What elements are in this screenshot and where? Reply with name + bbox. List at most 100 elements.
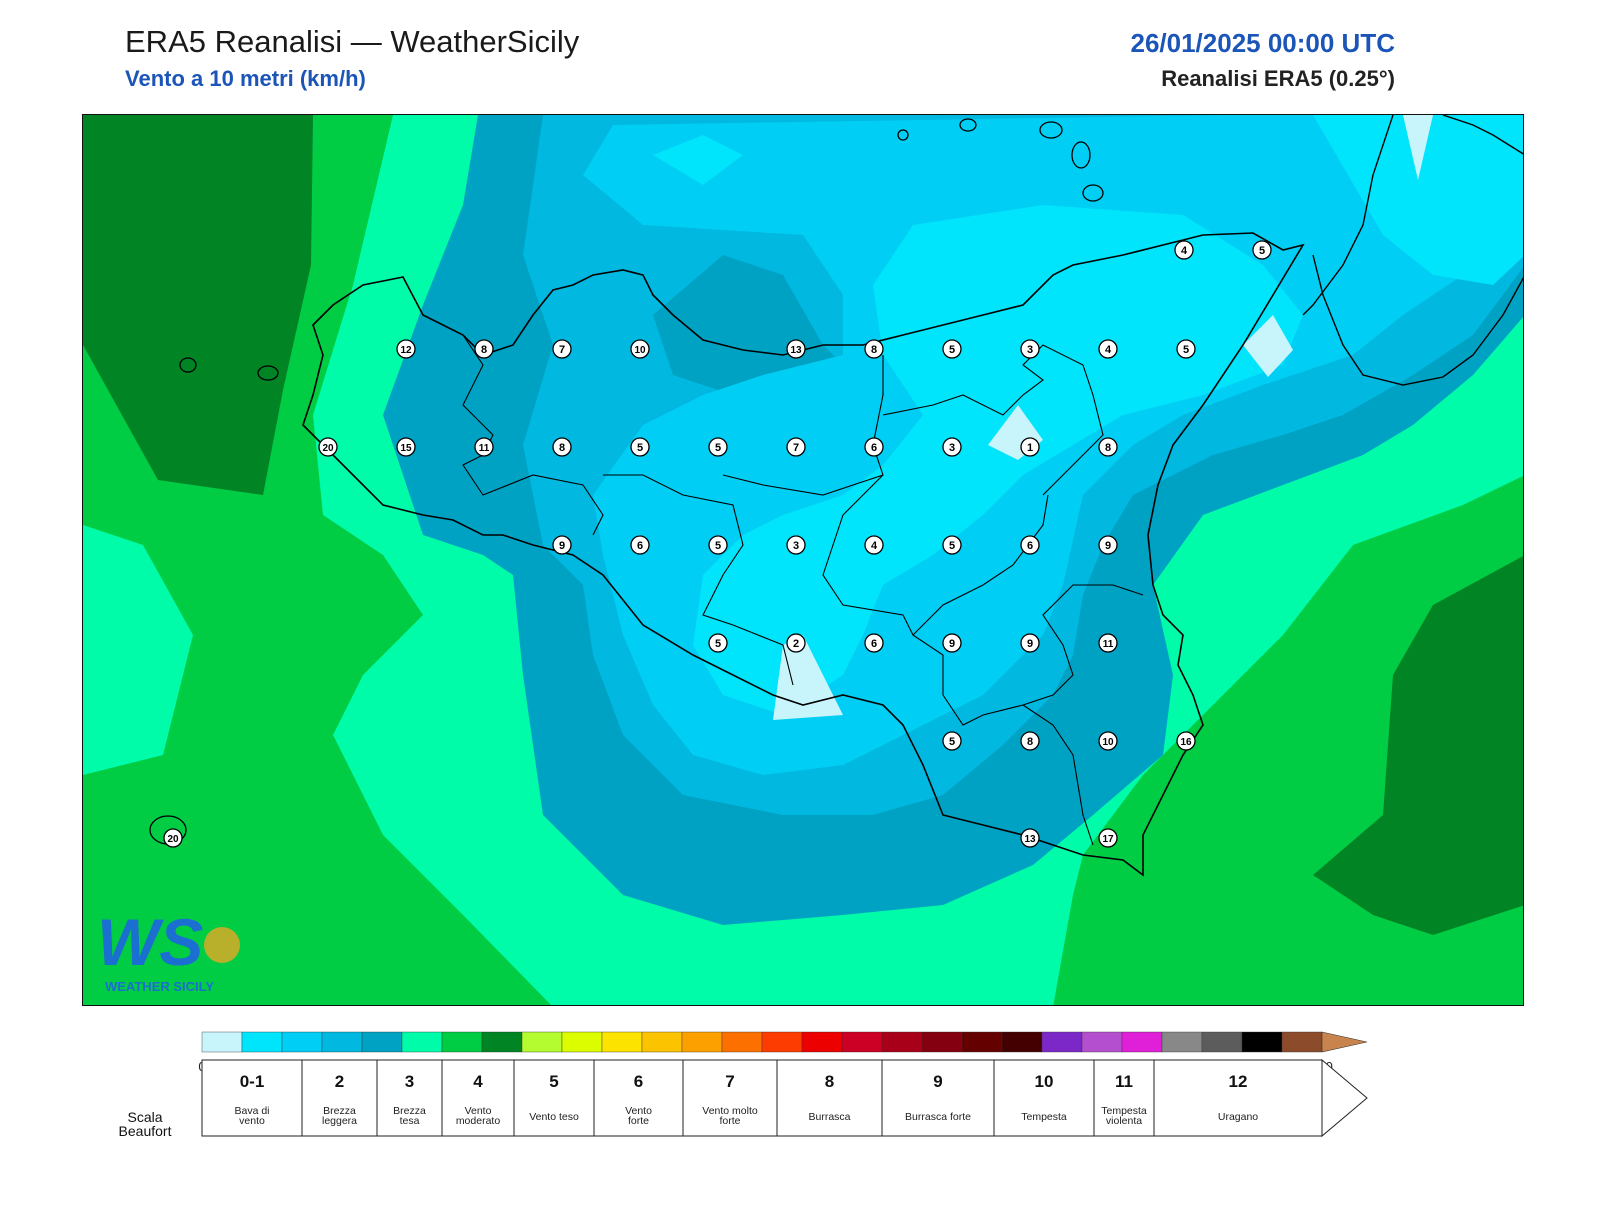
station-circle: [552, 535, 572, 555]
colorbar-segment: [401, 1031, 443, 1053]
station-value: 17: [1102, 834, 1114, 845]
station-value: 20: [322, 443, 334, 454]
beaufort-desc: forte: [719, 1115, 740, 1127]
station-marker: 11: [1098, 633, 1118, 653]
map-title: ERA5 Reanalisi — WeatherSicily: [125, 24, 580, 59]
beaufort-cell: [881, 1059, 995, 1137]
beaufort-cell: [441, 1059, 515, 1137]
colorbar-segment: [321, 1031, 363, 1053]
colorbar-segment: [921, 1031, 963, 1053]
station-value: 5: [715, 442, 721, 454]
station-marker: 16: [1176, 731, 1196, 751]
station-value: 20: [167, 834, 179, 845]
station-value: 8: [559, 442, 565, 454]
island-vulcano: [1082, 184, 1104, 202]
beaufort-desc: Bava di: [234, 1105, 269, 1117]
beaufort-number: 8: [825, 1072, 834, 1091]
wind-map[interactable]: 4 5 12 8 7 10 13 8 5 3 4 5 20 15 11 8 5 5 7 6 3 1 8 9 6 5 3 4 5 6 9 5 2 6…: [82, 114, 1524, 1006]
colorbar-segment: [881, 1031, 923, 1053]
wind-band-25-30-east: [1313, 556, 1523, 935]
station-marker: 5: [942, 731, 962, 751]
station-value: 5: [1259, 245, 1265, 257]
station-circle: [942, 339, 962, 359]
station-value: 6: [1027, 540, 1033, 552]
station-marker: 17: [1098, 828, 1118, 848]
station-marker: 5: [630, 437, 650, 457]
beaufort-desc: Brezza: [393, 1105, 426, 1117]
beaufort-desc: Vento: [625, 1105, 652, 1117]
station-circle: [864, 339, 884, 359]
station-value: 8: [871, 344, 877, 356]
colorbar-segment: [801, 1031, 843, 1053]
beaufort-number: 9: [933, 1072, 942, 1091]
island-filicudi: [959, 118, 977, 132]
station-circle: [1176, 339, 1196, 359]
colorbar-segment: [361, 1031, 403, 1053]
beaufort-label: Scala Beaufort: [118, 1109, 172, 1139]
station-circle: [942, 437, 962, 457]
beaufort-desc: Vento teso: [529, 1111, 579, 1123]
colorbar-segment: [841, 1031, 883, 1053]
station-marker: 9: [1098, 535, 1118, 555]
colorbar-segment: [281, 1031, 323, 1053]
station-value: 11: [1103, 639, 1114, 650]
station-value: 6: [871, 442, 877, 454]
beaufort-desc: Burrasca forte: [905, 1111, 971, 1123]
station-value: 9: [1027, 638, 1033, 650]
station-circle: [1098, 828, 1118, 848]
station-marker: 4: [1174, 240, 1194, 260]
station-value: 11: [479, 443, 490, 454]
beaufort-cell: [776, 1059, 883, 1137]
station-circle: [630, 437, 650, 457]
colorbar-segment: [761, 1031, 803, 1053]
station-marker: 5: [1252, 240, 1272, 260]
beaufort-number: 2: [335, 1072, 344, 1091]
station-value: 5: [715, 540, 721, 552]
colorbar-segment: [241, 1031, 283, 1053]
province-border: [603, 474, 794, 686]
weathersicily-logo: WS WEATHER SICILY: [97, 905, 257, 995]
station-marker: 1: [1020, 437, 1040, 457]
station-marker: 3: [786, 535, 806, 555]
station-marker: 12: [396, 339, 416, 359]
beaufort-cell: [301, 1059, 378, 1137]
station-marker: 15: [396, 437, 416, 457]
station-marker: 4: [1098, 339, 1118, 359]
station-circle: [786, 633, 806, 653]
station-marker: 6: [630, 535, 650, 555]
island-alicudi: [897, 129, 909, 141]
beaufort-number: 0-1: [240, 1072, 265, 1091]
station-value: 15: [400, 443, 412, 454]
station-circle: [1098, 339, 1118, 359]
station-circle: [396, 339, 416, 359]
colorbar-segment: [201, 1031, 243, 1053]
station-circle: [474, 339, 494, 359]
colorbar-segment: [1041, 1031, 1083, 1053]
wind-band-2-5-core: [693, 205, 1303, 715]
station-value: 9: [1105, 540, 1111, 552]
station-circle: [552, 437, 572, 457]
map-datetime: 26/01/2025 00:00 UTC: [1130, 28, 1395, 58]
station-markers: 4 5 12 8 7 10 13 8 5 3 4 5 20 15 11 8 5 5 7 6 3 1 8 9 6 5 3 4 5 6 9 5 2 6…: [163, 240, 1272, 848]
colorbar-segment: [1201, 1031, 1243, 1053]
station-value: 4: [871, 540, 878, 552]
station-circle: [1020, 731, 1040, 751]
station-marker: 13: [786, 339, 806, 359]
beaufort-number: 5: [549, 1072, 558, 1091]
beaufort-cell: [682, 1059, 778, 1137]
station-circle: [474, 437, 494, 457]
colorbar-segment: [521, 1031, 563, 1053]
svg-text:WEATHER SICILY: WEATHER SICILY: [105, 979, 214, 994]
beaufort-level: 8 Burrasca: [776, 1059, 883, 1137]
legend: 0257101520253035404550556065707580859095…: [0, 1030, 1600, 1205]
station-marker: 5: [708, 633, 728, 653]
colorbar-segment: [1081, 1031, 1123, 1053]
svg-text:WS: WS: [97, 905, 203, 979]
station-marker: 8: [1098, 437, 1118, 457]
station-marker: 10: [630, 339, 650, 359]
beaufort-desc: leggera: [322, 1115, 357, 1127]
station-value: 5: [715, 638, 721, 650]
